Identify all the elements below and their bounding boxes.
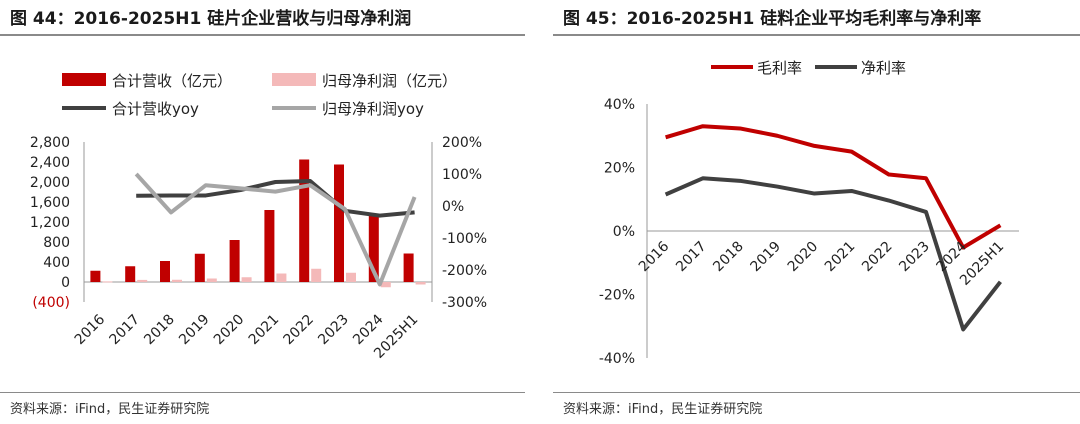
bar-bar-0-2019 — [194, 253, 205, 282]
x-tick-label: 2023 — [315, 312, 352, 349]
bar-bar-1-2022 — [311, 268, 322, 282]
x-tick-label: 2017 — [107, 312, 144, 349]
y-left-tick-label: 2,000 — [30, 175, 70, 191]
x-tick-label: 2022 — [859, 239, 896, 276]
bar-bar-0-2021 — [264, 210, 275, 282]
y-right-tick-label: -200% — [442, 263, 487, 279]
y-left-tick-label: 2,400 — [30, 155, 70, 171]
x-tick-label: 2023 — [896, 239, 933, 276]
bar-bar-1-2018 — [172, 279, 182, 282]
legend-label-1: 净利率 — [861, 59, 906, 77]
bar-bar-0-2020 — [229, 240, 240, 282]
legend-label-1: 归母净利润（亿元） — [322, 72, 457, 90]
chart-panel-left: 图 44：2016-2025H1 硅片企业营收与归母净利润 (400) 0 400 8… — [0, 0, 525, 424]
yoy-line-0 — [136, 179, 415, 218]
bar-bar-1-2024 — [380, 282, 391, 288]
title-rule-right — [553, 34, 1080, 36]
title-rule-left — [0, 34, 525, 36]
bar-bar-0-2016 — [90, 270, 101, 282]
legend-label-0: 毛利率 — [757, 59, 802, 77]
chart-panel-right: 图 45：2016-2025H1 硅料企业平均毛利率与净利率 40% 20% 0% -… — [553, 0, 1080, 424]
y-left-tick-label: 2,800 — [30, 135, 70, 151]
chart-left: (400) 0 400 800 1,200 1,600 2,000 2,400 2,800 -30… — [30, 72, 487, 362]
legend-label-3: 归母净利润yoy — [322, 100, 424, 118]
y-tick-label: -20% — [599, 288, 635, 304]
bar-bar-1-2019 — [206, 278, 217, 282]
x-tick-label: 2019 — [748, 239, 785, 276]
y-right-tick-label: -100% — [442, 231, 487, 247]
y-tick-label: -40% — [599, 351, 635, 367]
bar-bar-1-2021 — [276, 273, 287, 282]
x-tick-label: 2018 — [141, 312, 178, 349]
y-left-tick-label: 1,200 — [30, 215, 70, 231]
bar-bar-0-2018 — [160, 261, 170, 282]
chart-title-right: 图 45：2016-2025H1 硅料企业平均毛利率与净利率 — [563, 9, 982, 29]
x-tick-label: 2019 — [176, 312, 213, 349]
series-line-1 — [664, 176, 1002, 332]
chart-right: 40% 20% 0% -20% -40% 2016 2017 2018 2019 2020 2021… — [599, 59, 1019, 367]
bar-bar-1-2020 — [241, 277, 252, 282]
x-tick-label: 2020 — [785, 239, 822, 276]
x-tick-label: 2021 — [822, 239, 859, 276]
series-line-0 — [665, 124, 1002, 250]
legend-label-2: 合计营收yoy — [112, 100, 199, 118]
y-right-tick-label: -300% — [442, 295, 487, 311]
x-tick-label: 2022 — [281, 312, 318, 349]
y-right-tick-label: 0% — [442, 199, 464, 215]
y-left-tick-label: 400 — [43, 255, 70, 271]
legend-swatch-0 — [62, 73, 106, 86]
bar-bar-0-2017 — [125, 266, 136, 282]
chart-title-left: 图 44：2016-2025H1 硅片企业营收与归母净利润 — [10, 9, 412, 29]
x-tick-label: 2018 — [710, 239, 747, 276]
bar-bar-0-2024 — [368, 214, 379, 282]
bar-bar-1-2023 — [346, 272, 356, 282]
x-tick-label: 2020 — [211, 312, 248, 349]
x-tick-label: 2016 — [636, 238, 673, 275]
y-tick-label: 20% — [604, 161, 635, 177]
bar-bar-1-2017 — [137, 279, 148, 282]
y-left-tick-label: (400) — [32, 295, 70, 311]
footer-rule-left — [0, 392, 525, 393]
y-left-tick-label: 0 — [61, 275, 70, 291]
y-tick-label: 0% — [613, 224, 635, 240]
y-left-tick-label: 1,600 — [30, 195, 70, 211]
x-tick-label: 2017 — [673, 239, 710, 276]
legend-swatch-1 — [272, 73, 316, 86]
bar-bar-0-2023 — [334, 164, 344, 282]
x-tick-label: 2016 — [72, 311, 109, 348]
source-note-left: 资料来源：iFind，民生证券研究院 — [10, 402, 210, 417]
y-right-tick-label: 200% — [442, 135, 482, 151]
bar-bar-1-2025H1 — [415, 282, 426, 285]
y-right-tick-label: 100% — [442, 167, 482, 183]
x-tick-label: 2021 — [246, 312, 283, 349]
bar-bar-0-2025H1 — [403, 253, 414, 282]
legend-label-0: 合计营收（亿元） — [112, 72, 232, 90]
source-note-right: 资料来源：iFind，民生证券研究院 — [563, 402, 763, 417]
y-left-tick-label: 800 — [43, 235, 70, 251]
footer-rule-right — [553, 392, 1080, 393]
y-tick-label: 40% — [604, 97, 635, 113]
yoy-line-1 — [134, 172, 417, 287]
bar-bar-1-2016 — [102, 281, 113, 283]
bar-bar-0-2022 — [299, 159, 310, 282]
